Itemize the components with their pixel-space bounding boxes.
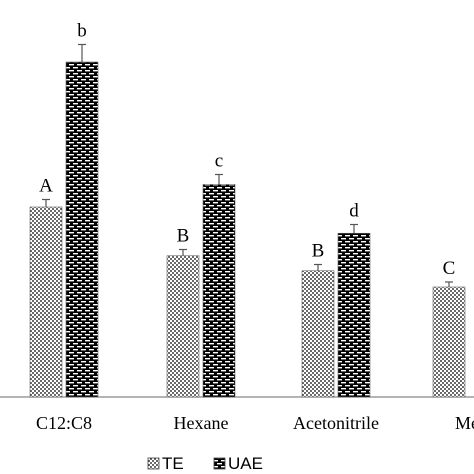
bar-te-0 (29, 206, 63, 398)
x-tick-label-2: Acetonitrile (293, 413, 379, 433)
error-bar-uae-2 (350, 223, 358, 234)
bar-te-2 (301, 270, 335, 398)
error-bar-te-2 (314, 263, 322, 271)
legend-label-uae: UAE (228, 454, 263, 473)
error-bar-te-1 (179, 248, 187, 256)
data-label-te-3: C (443, 258, 456, 279)
error-bar-te-3 (445, 281, 453, 287)
bar-te-1 (166, 255, 200, 398)
legend-swatch-uae (213, 457, 226, 470)
data-label-uae-0: b (77, 21, 87, 42)
legend-item-te: TE (147, 454, 184, 473)
data-label-uae-1: c (215, 151, 223, 172)
x-tick-label-1: Hexane (174, 413, 229, 433)
x-tick-label-0: C12:C8 (36, 413, 92, 433)
error-bar-te-0 (42, 198, 50, 207)
bar-uae-1 (202, 184, 236, 398)
bar-te-3 (432, 286, 466, 398)
x-tick-label-3: Me (455, 413, 474, 433)
error-bar-uae-0 (78, 43, 86, 62)
bar-uae-0 (65, 61, 99, 398)
legend-swatch-te (147, 457, 160, 470)
data-label-te-2: B (312, 241, 325, 262)
data-label-te-0: A (39, 176, 53, 197)
legend-item-uae: UAE (213, 454, 263, 473)
bar-uae-2 (337, 232, 371, 398)
data-label-te-1: B (177, 226, 190, 247)
data-label-uae-2: d (349, 201, 359, 222)
error-bar-uae-1 (215, 173, 223, 185)
legend-label-te: TE (162, 454, 184, 473)
